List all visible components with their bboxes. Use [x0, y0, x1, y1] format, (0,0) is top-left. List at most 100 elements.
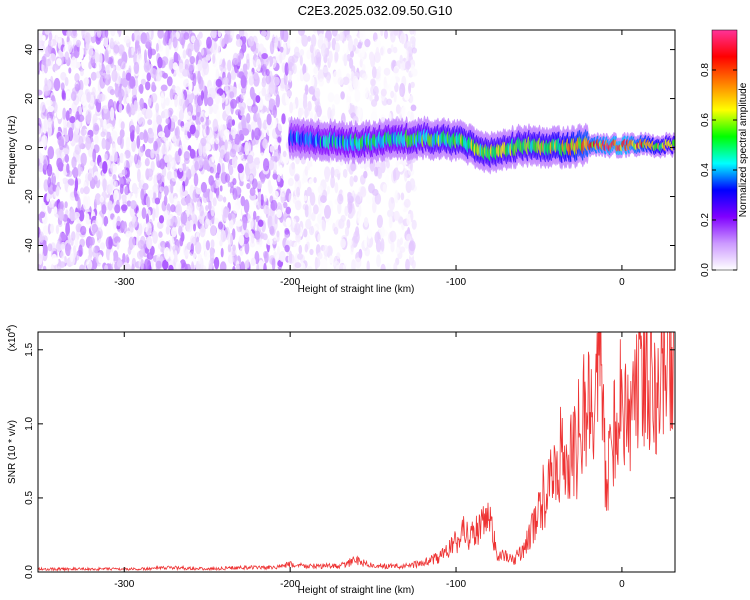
heatmap-cell: [372, 200, 377, 214]
heatmap-cell: [287, 177, 294, 187]
heatmap-cell: [212, 118, 219, 132]
heatmap-cell: [382, 183, 387, 193]
heatmap-cell: [279, 252, 286, 262]
heatmap-cell: [269, 145, 274, 153]
heatmap-cell: [249, 86, 255, 99]
heatmap-cell: [84, 32, 91, 45]
heatmap-cell: [273, 76, 280, 86]
heatmap-cell: [136, 135, 141, 149]
heatmap-cell: [353, 230, 360, 244]
heatmap-cell: [399, 237, 403, 245]
heatmap-cell: [288, 70, 292, 83]
heatmap-cell: [227, 254, 235, 264]
heatmap-cell: [235, 38, 243, 48]
heatmap-cell: [78, 244, 83, 257]
heatmap-cell: [38, 141, 44, 153]
heatmap-cell: [189, 30, 193, 36]
heatmap-cell: [224, 139, 228, 151]
heatmap-cell: [222, 51, 227, 58]
heatmap-cell: [332, 70, 339, 85]
heatmap-cell: [303, 228, 308, 238]
heatmap-cell: [50, 223, 54, 234]
heatmap-cell: [38, 158, 41, 167]
heatmap-cell: [144, 247, 149, 254]
heatmap-cell: [317, 213, 323, 224]
heatmap-cell: [229, 192, 234, 201]
heatmap-cell: [137, 239, 145, 250]
heatmap-cell: [91, 223, 98, 233]
heatmap-cell: [135, 39, 140, 49]
heatmap-cell: [309, 192, 316, 206]
heatmap-cell: [66, 163, 70, 174]
heatmap-cell: [311, 51, 315, 65]
heatmap-cell: [91, 86, 96, 97]
heatmap-cell: [38, 89, 43, 96]
heatmap-cell: [218, 221, 223, 230]
heatmap-cell: [86, 259, 93, 270]
heatmap-cell: [210, 239, 215, 249]
heatmap-cell: [115, 33, 120, 43]
heatmap-cell: [205, 143, 211, 152]
heatmap-cell: [155, 42, 159, 52]
heatmap-cell: [309, 166, 314, 176]
heatmap-cell: [393, 65, 400, 77]
heatmap-cell: [405, 258, 410, 270]
heatmap-cell: [170, 215, 178, 228]
heatmap-cell: [156, 114, 163, 126]
heatmap-cell: [263, 251, 268, 259]
heatmap-cell: [110, 107, 115, 121]
heatmap-cell: [102, 178, 107, 193]
heatmap-cell: [315, 48, 321, 58]
heatmap-cell: [292, 63, 297, 75]
heatmap-cell: [62, 107, 67, 120]
heatmap-cell: [261, 53, 268, 60]
heatmap-cell: [236, 33, 241, 41]
heatmap-cell: [305, 218, 312, 230]
heatmap-cell: [74, 73, 80, 83]
heatmap-cell: [131, 139, 137, 153]
heatmap-cell: [60, 232, 67, 242]
heatmap-cell: [155, 153, 160, 167]
heatmap-cell: [131, 215, 138, 228]
heatmap-cell: [168, 264, 174, 270]
heatmap-cell: [211, 154, 216, 163]
heatmap-cell: [53, 77, 61, 92]
heatmap-cell: [250, 59, 256, 72]
heatmap-cell: [119, 128, 125, 139]
heatmap-cell: [178, 92, 185, 106]
heatmap-cell: [183, 134, 189, 144]
heatmap-cell: [393, 169, 397, 182]
heatmap-cell: [39, 211, 46, 219]
heatmap-cell: [80, 225, 87, 236]
heatmap-cell: [270, 199, 278, 211]
heatmap-cell: [317, 233, 322, 243]
heatmap-cell: [200, 181, 207, 193]
heatmap-cell: [215, 78, 222, 88]
heatmap-cell: [273, 190, 279, 198]
heatmap-cell: [78, 210, 85, 222]
heatmap-cell: [407, 111, 412, 118]
heatmap-cell: [68, 179, 75, 186]
heatmap-cell: [223, 206, 230, 218]
heatmap-cell: [368, 51, 375, 62]
heatmap-cell: [125, 230, 133, 238]
heatmap-cell: [198, 142, 203, 157]
heatmap-cell: [209, 87, 216, 95]
heatmap-cell: [182, 163, 187, 172]
heatmap-cell: [255, 241, 260, 254]
heatmap-cell: [78, 135, 84, 150]
heatmap-cell: [160, 92, 165, 104]
heatmap-cell: [83, 77, 90, 86]
y-tick-label: -40: [24, 238, 35, 253]
heatmap-cell: [170, 182, 174, 194]
heatmap-cell: [140, 78, 146, 85]
heatmap-cell: [163, 195, 168, 207]
heatmap-cell: [145, 108, 153, 119]
heatmap-cell: [309, 44, 314, 54]
heatmap-cell: [204, 250, 210, 261]
heatmap-cell: [47, 264, 51, 270]
heatmap-cell: [99, 75, 106, 89]
heatmap-cell: [320, 43, 327, 57]
heatmap-cell: [206, 96, 214, 107]
heatmap-cell: [65, 90, 71, 101]
